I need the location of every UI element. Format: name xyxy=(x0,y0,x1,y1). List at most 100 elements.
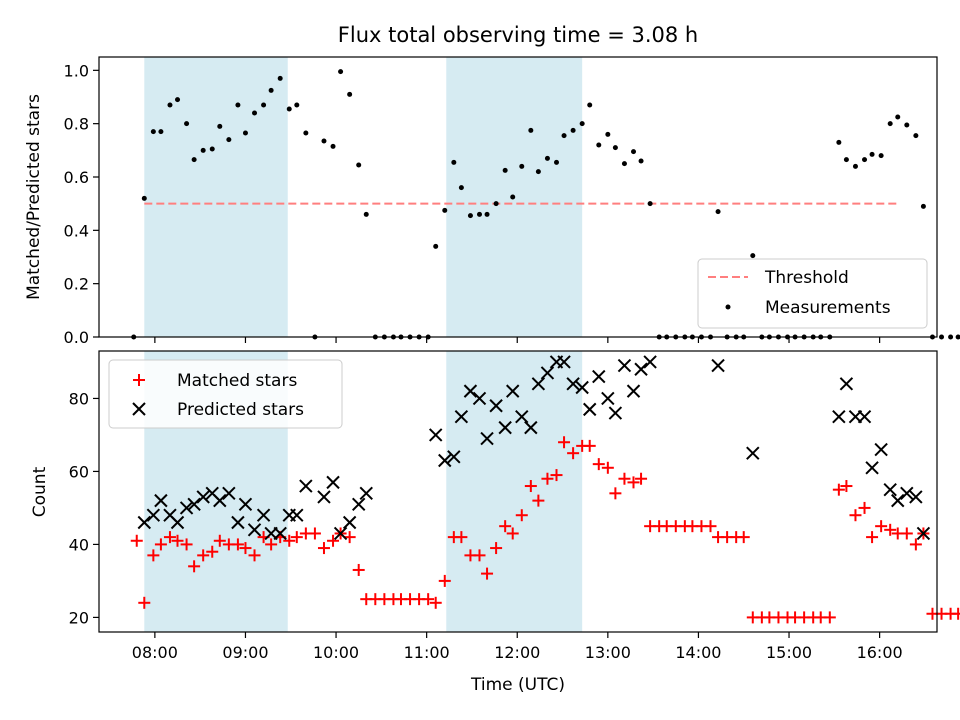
predicted-star-point xyxy=(317,490,331,504)
predicted-star-point xyxy=(351,497,366,511)
predicted-star-point xyxy=(154,493,168,508)
measurement-point xyxy=(330,143,336,149)
predicted-star-point xyxy=(454,409,469,424)
predicted-star-point xyxy=(342,515,357,530)
legend-matched-label: Matched stars xyxy=(177,371,297,391)
top-y-axis: 0.0 0.2 0.4 0.6 0.8 1.0 xyxy=(64,61,99,347)
predicted-star-point xyxy=(447,450,461,464)
matched-star-point xyxy=(832,483,845,496)
matched-star-point xyxy=(737,531,750,544)
measurement-point xyxy=(715,209,721,215)
matched-star-point xyxy=(909,538,922,551)
matched-star-point xyxy=(317,542,330,555)
matched-star-point xyxy=(592,458,605,471)
matched-star-point xyxy=(558,436,571,449)
measurement-point xyxy=(338,69,344,75)
matched-star-point xyxy=(490,542,503,555)
measurement-point xyxy=(878,153,884,159)
matched-star-point xyxy=(952,607,960,620)
predicted-star-point xyxy=(273,526,287,541)
matched-star-point xyxy=(550,469,563,482)
x-tick-label: 09:00 xyxy=(222,643,268,662)
measurement-point xyxy=(554,159,560,165)
matched-star-point xyxy=(875,520,888,533)
measurement-point xyxy=(476,211,482,217)
predicted-star-point xyxy=(256,508,271,522)
measurement-point xyxy=(631,149,637,155)
predicted-star-point xyxy=(179,501,194,515)
predicted-star-point xyxy=(916,526,931,541)
matched-star-point xyxy=(422,593,435,606)
matched-star-point xyxy=(147,549,160,562)
predicted-star-point xyxy=(531,377,546,391)
matched-star-point xyxy=(308,527,321,540)
bottom-panel: 20 40 60 80 08:00 09:00 10:00 11:00 12:00 13:00 1… xyxy=(30,350,960,695)
bottom-y-axis: 20 40 60 80 xyxy=(69,389,99,627)
predicted-star-point xyxy=(540,366,555,380)
bottom-plot-frame xyxy=(98,350,938,633)
matched-star-point xyxy=(231,538,244,551)
measurement-point xyxy=(587,102,593,108)
top-y-tick-label: 1.0 xyxy=(64,61,89,80)
predicted-star-point xyxy=(359,486,373,501)
measurement-point xyxy=(843,157,849,163)
matched-star-points xyxy=(130,436,960,624)
bottom-y-tick-label: 80 xyxy=(69,389,89,408)
measurement-point xyxy=(484,211,490,217)
predicted-star-point xyxy=(900,486,914,501)
predicted-star-point xyxy=(909,490,923,504)
measurement-point xyxy=(226,137,232,143)
matched-star-point xyxy=(635,472,648,485)
legend-matched-swatch xyxy=(133,374,145,386)
measurement-point xyxy=(638,158,644,164)
measurement-point xyxy=(869,151,875,157)
predicted-star-point xyxy=(137,515,152,530)
matched-star-point xyxy=(866,531,879,544)
measurement-point xyxy=(895,114,901,120)
predicted-star-point xyxy=(299,479,313,493)
predicted-star-point xyxy=(711,358,725,373)
top-y-tick-label: 0.8 xyxy=(64,115,89,134)
predicted-star-point xyxy=(617,358,632,373)
measurement-point xyxy=(955,334,960,340)
matched-star-point xyxy=(438,574,451,587)
measurement-point xyxy=(175,97,181,103)
measurement-point xyxy=(277,75,283,81)
predicted-star-point xyxy=(438,453,452,468)
measurement-point xyxy=(621,161,627,167)
measurement-point xyxy=(321,138,327,144)
measurement-point xyxy=(467,213,473,219)
measurement-point xyxy=(184,121,190,127)
matched-star-point xyxy=(171,534,184,547)
top-plot-frame xyxy=(98,56,938,338)
measurement-point xyxy=(939,334,945,340)
matched-star-point xyxy=(618,472,631,485)
predicted-star-point xyxy=(883,482,897,497)
x-tick-label: 10:00 xyxy=(313,643,359,662)
predicted-star-points xyxy=(137,355,931,541)
measurement-point xyxy=(150,129,156,135)
measurement-point xyxy=(544,155,550,161)
predicted-star-point xyxy=(592,369,606,384)
matched-star-point xyxy=(541,472,554,485)
matched-star-point xyxy=(567,447,580,460)
predicted-star-point xyxy=(213,493,227,508)
measurement-point xyxy=(356,162,362,168)
bottom-x-axis: 08:00 09:00 10:00 11:00 12:00 13:00 14:00 15:00… xyxy=(132,632,903,662)
matched-star-point xyxy=(849,509,862,522)
matched-star-point xyxy=(163,531,176,544)
x-tick-label: 08:00 xyxy=(132,643,178,662)
matched-star-point xyxy=(583,439,596,452)
matched-star-point xyxy=(154,538,167,551)
predicted-star-point xyxy=(746,446,760,460)
matched-star-point xyxy=(840,480,853,493)
measurement-point xyxy=(528,127,534,133)
matched-star-point xyxy=(188,560,201,573)
predicted-star-point xyxy=(506,384,520,398)
matched-star-point xyxy=(506,527,519,540)
predicted-star-point xyxy=(857,409,872,424)
top-y-tick-label: 0.6 xyxy=(64,168,89,187)
predicted-star-point xyxy=(472,391,487,406)
legend-measurements-swatch xyxy=(725,304,731,310)
